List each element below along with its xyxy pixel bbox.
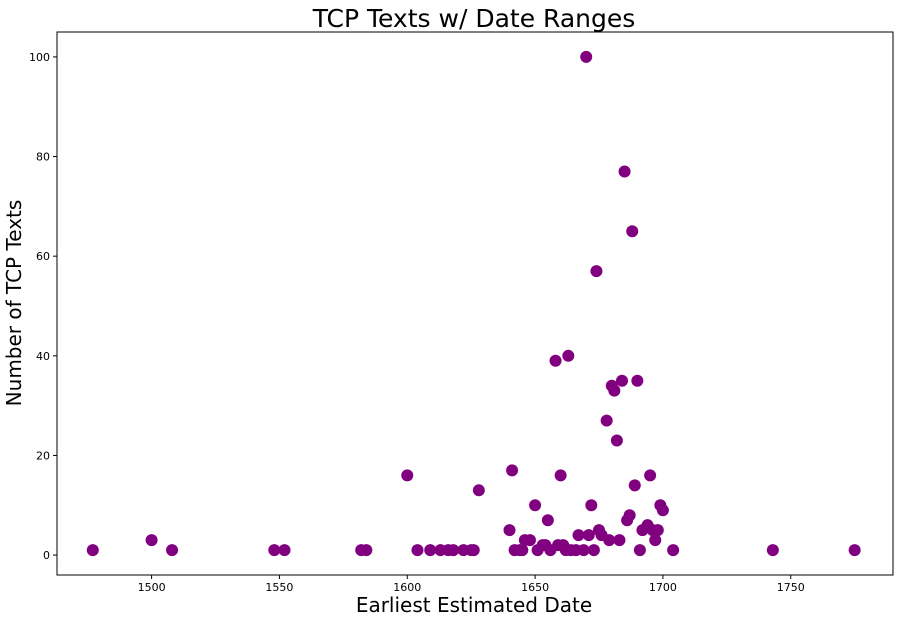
scatter-point [618,165,631,178]
scatter-point [506,464,519,477]
scatter-point [572,529,585,542]
y-tick-label: 20 [36,449,50,462]
scatter-point [424,544,437,557]
scatter-point [268,544,281,557]
scatter-point [166,544,179,557]
scatter-point [447,544,460,557]
scatter-point [86,544,99,557]
scatter-point [623,509,636,522]
y-tick-label: 80 [36,151,50,164]
scatter-point [562,349,575,362]
scatter-point [587,544,600,557]
scatter-point [145,534,158,547]
scatter-point [577,544,590,557]
y-tick-label: 60 [36,250,50,263]
scatter-point [549,354,562,367]
scatter-point [516,544,529,557]
scatter-point [503,524,516,537]
scatter-point [766,544,779,557]
scatter-point [554,469,567,482]
scatter-point [401,469,414,482]
scatter-point [360,544,373,557]
x-tick-label: 1700 [649,581,677,594]
x-axis-label: Earliest Estimated Date [356,593,592,617]
scatter-point [472,484,485,497]
x-tick-label: 1650 [521,581,549,594]
y-axis-label: Number of TCP Texts [2,200,26,407]
scatter-point [613,534,626,547]
x-tick-label: 1750 [777,581,805,594]
scatter-point [582,529,595,542]
y-axis-ticks: 0 20 40 60 80 100 [29,51,57,562]
scatter-point [600,414,613,427]
x-tick-label: 1500 [138,581,166,594]
scatter-point [580,50,593,63]
x-tick-label: 1600 [393,581,421,594]
scatter-point [529,499,542,512]
scatter-point [616,374,629,387]
scatter-point [610,434,623,447]
scatter-point [848,544,861,557]
scatter-point [649,534,662,547]
scatter-point [644,469,657,482]
scatter-point [603,534,616,547]
y-tick-label: 40 [36,350,50,363]
scatter-point [523,534,536,547]
plot-area [56,31,894,576]
scatter-point [541,514,554,527]
data-points [86,50,861,557]
scatter-point [585,499,598,512]
scatter-point [278,544,291,557]
scatter-point [467,544,480,557]
x-axis-ticks: 1500 1550 1600 1650 1700 1750 [138,575,805,594]
x-tick-label: 1550 [265,581,293,594]
scatter-point [628,479,641,492]
scatter-point [608,384,621,397]
scatter-point [633,544,646,557]
scatter-point [411,544,424,557]
chart-title: TCP Texts w/ Date Ranges [312,4,636,33]
y-tick-label: 100 [29,51,50,64]
scatter-point [667,544,680,557]
scatter-point [590,265,603,278]
scatter-point [656,504,669,517]
y-tick-label: 0 [43,549,50,562]
scatter-point [626,225,639,238]
scatter-point [631,374,644,387]
scatter-point [651,524,664,537]
